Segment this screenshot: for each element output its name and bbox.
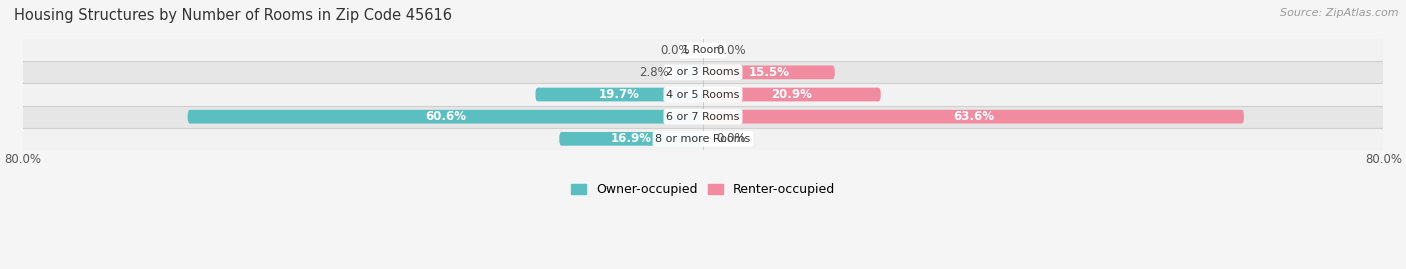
Legend: Owner-occupied, Renter-occupied: Owner-occupied, Renter-occupied — [567, 178, 839, 201]
FancyBboxPatch shape — [560, 132, 703, 146]
Text: 1 Room: 1 Room — [682, 45, 724, 55]
Text: 15.5%: 15.5% — [748, 66, 789, 79]
Text: 2.8%: 2.8% — [640, 66, 669, 79]
FancyBboxPatch shape — [703, 110, 1244, 123]
Bar — [22, 83, 1384, 106]
Text: 2 or 3 Rooms: 2 or 3 Rooms — [666, 67, 740, 77]
FancyBboxPatch shape — [703, 88, 880, 101]
FancyBboxPatch shape — [703, 66, 835, 79]
Text: 8 or more Rooms: 8 or more Rooms — [655, 134, 751, 144]
Bar — [22, 61, 1384, 83]
Text: 63.6%: 63.6% — [953, 110, 994, 123]
Text: 20.9%: 20.9% — [772, 88, 813, 101]
FancyBboxPatch shape — [536, 88, 703, 101]
FancyBboxPatch shape — [187, 110, 703, 123]
Bar — [22, 39, 1384, 61]
Text: 6 or 7 Rooms: 6 or 7 Rooms — [666, 112, 740, 122]
Text: Housing Structures by Number of Rooms in Zip Code 45616: Housing Structures by Number of Rooms in… — [14, 8, 453, 23]
Text: 0.0%: 0.0% — [716, 44, 745, 57]
Bar — [22, 106, 1384, 128]
Text: 0.0%: 0.0% — [661, 44, 690, 57]
FancyBboxPatch shape — [679, 66, 703, 79]
Text: 16.9%: 16.9% — [610, 132, 651, 145]
Text: 4 or 5 Rooms: 4 or 5 Rooms — [666, 90, 740, 100]
Text: 19.7%: 19.7% — [599, 88, 640, 101]
Text: Source: ZipAtlas.com: Source: ZipAtlas.com — [1281, 8, 1399, 18]
Bar — [22, 128, 1384, 150]
Text: 60.6%: 60.6% — [425, 110, 465, 123]
Text: 0.0%: 0.0% — [716, 132, 745, 145]
